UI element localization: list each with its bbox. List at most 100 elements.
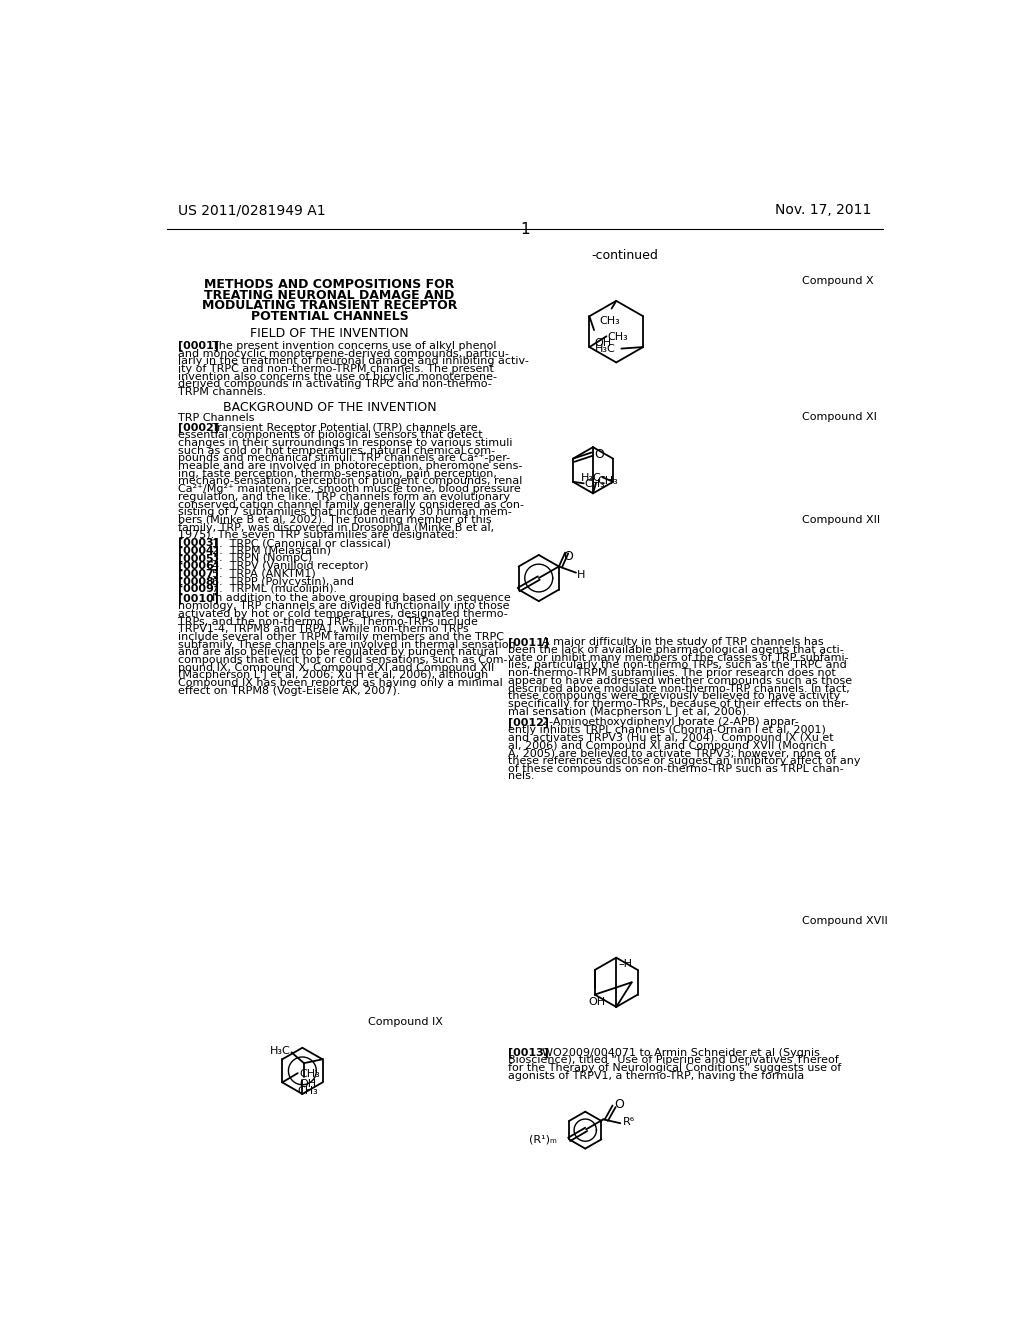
Text: CH₃: CH₃ xyxy=(607,333,628,342)
Text: [0004]: [0004] xyxy=(178,545,219,556)
Text: include several other TRPM family members and the TRPC: include several other TRPM family member… xyxy=(178,632,505,642)
Text: OH: OH xyxy=(589,997,606,1007)
Text: mechano-sensation, perception of pungent compounds, renal: mechano-sensation, perception of pungent… xyxy=(178,477,522,486)
Text: these references disclose or suggest an inhibitory affect of any: these references disclose or suggest an … xyxy=(508,756,860,766)
Text: Ca²⁺/Mg²⁺ maintenance, smooth muscle tone, blood pressure: Ca²⁺/Mg²⁺ maintenance, smooth muscle ton… xyxy=(178,484,521,494)
Text: O: O xyxy=(595,447,604,461)
Text: bers (Minke B et al, 2002). The founding member of this: bers (Minke B et al, 2002). The founding… xyxy=(178,515,492,525)
Text: FIELD OF THE INVENTION: FIELD OF THE INVENTION xyxy=(250,327,409,341)
Text: nels.: nels. xyxy=(508,771,535,781)
Text: invention also concerns the use of bicyclic monoterpene-: invention also concerns the use of bicyc… xyxy=(178,372,498,381)
Text: POTENTIAL CHANNELS: POTENTIAL CHANNELS xyxy=(251,310,409,323)
Text: derived compounds in activating TRPC and non-thermo-: derived compounds in activating TRPC and… xyxy=(178,379,493,389)
Text: activated by hot or cold temperatures, designated thermo-: activated by hot or cold temperatures, d… xyxy=(178,609,508,619)
Text: BACKGROUND OF THE INVENTION: BACKGROUND OF THE INVENTION xyxy=(222,401,436,414)
Text: ing, taste perception, thermo-sensation, pain perception,: ing, taste perception, thermo-sensation,… xyxy=(178,469,498,479)
Text: In addition to the above grouping based on sequence: In addition to the above grouping based … xyxy=(212,594,511,603)
Text: 5.  TRPA (ANKTM1): 5. TRPA (ANKTM1) xyxy=(212,569,316,578)
Text: essential components of biological sensors that detect: essential components of biological senso… xyxy=(178,430,483,440)
Text: agonists of TRPV1, a thermo-TRP, having the formula: agonists of TRPV1, a thermo-TRP, having … xyxy=(508,1071,804,1081)
Text: TREATING NEURONAL DAMAGE AND: TREATING NEURONAL DAMAGE AND xyxy=(205,289,455,301)
Text: sisting of 7 subfamilies that include nearly 30 human mem-: sisting of 7 subfamilies that include ne… xyxy=(178,507,512,517)
Text: 7.  TRPML (mucolipin).: 7. TRPML (mucolipin). xyxy=(212,585,338,594)
Text: specifically for thermo-TRPs, because of their effects on ther-: specifically for thermo-TRPs, because of… xyxy=(508,700,849,709)
Text: 4.  TRPV (Vanilloid receptor): 4. TRPV (Vanilloid receptor) xyxy=(212,561,369,572)
Text: CH₃: CH₃ xyxy=(299,1069,321,1078)
Text: US 2011/0281949 A1: US 2011/0281949 A1 xyxy=(178,203,326,216)
Text: appear to have addressed whether compounds such as those: appear to have addressed whether compoun… xyxy=(508,676,852,686)
Text: these compounds were previously believed to have activity: these compounds were previously believed… xyxy=(508,692,840,701)
Text: [0008]: [0008] xyxy=(178,577,219,587)
Text: larly in the treatment of neuronal damage and inhibiting activ-: larly in the treatment of neuronal damag… xyxy=(178,356,529,366)
Text: homology, TRP channels are divided functionally into those: homology, TRP channels are divided funct… xyxy=(178,601,510,611)
Text: conserved cation channel family generally considered as con-: conserved cation channel family generall… xyxy=(178,499,524,510)
Text: Compound XII: Compound XII xyxy=(802,515,881,525)
Text: pound IX, Compound X, Compound XI and Compound XII: pound IX, Compound X, Compound XI and Co… xyxy=(178,663,495,673)
Text: O: O xyxy=(614,1098,624,1111)
Text: vate or inhibit many members of the classes of TRP subfami-: vate or inhibit many members of the clas… xyxy=(508,653,848,663)
Text: [0011]: [0011] xyxy=(508,638,549,648)
Text: 1975). The seven TRP subfamilies are designated:: 1975). The seven TRP subfamilies are des… xyxy=(178,531,459,540)
Text: regulation, and the like. TRP channels form an evolutionary: regulation, and the like. TRP channels f… xyxy=(178,492,511,502)
Text: and activates TRPV3 (Hu et al, 2004). Compound IX (Xu et: and activates TRPV3 (Hu et al, 2004). Co… xyxy=(508,733,834,743)
Text: Compound X: Compound X xyxy=(802,276,873,286)
Text: [0007]: [0007] xyxy=(178,569,219,579)
Text: MODULATING TRANSIENT RECEPTOR: MODULATING TRANSIENT RECEPTOR xyxy=(202,300,457,313)
Text: effect on TRPM8 (Vogt-Eisele AK, 2007).: effect on TRPM8 (Vogt-Eisele AK, 2007). xyxy=(178,686,400,696)
Text: [0005]: [0005] xyxy=(178,553,219,564)
Text: METHODS AND COMPOSITIONS FOR: METHODS AND COMPOSITIONS FOR xyxy=(205,277,455,290)
Text: such as cold or hot temperatures, natural chemical com-: such as cold or hot temperatures, natura… xyxy=(178,446,496,455)
Text: TRPs, and the non-thermo TRPs. Thermo-TRPs include: TRPs, and the non-thermo TRPs. Thermo-TR… xyxy=(178,616,478,627)
Text: Compound XI: Compound XI xyxy=(802,412,878,422)
Text: 6.  TRPP (Polycystin), and: 6. TRPP (Polycystin), and xyxy=(212,577,354,586)
Text: –H: –H xyxy=(618,960,633,969)
Text: Compound IX: Compound IX xyxy=(368,1016,442,1027)
Text: OH: OH xyxy=(299,1078,316,1089)
Text: meable and are involved in photoreception, pheromone sens-: meable and are involved in photoreceptio… xyxy=(178,461,522,471)
Text: Compound XVII: Compound XVII xyxy=(802,916,888,927)
Text: TRP Channels: TRP Channels xyxy=(178,413,255,424)
Text: subfamily. These channels are involved in thermal sensation: subfamily. These channels are involved i… xyxy=(178,640,516,649)
Text: CH₃: CH₃ xyxy=(298,1086,318,1096)
Text: A major difficulty in the study of TRP channels has: A major difficulty in the study of TRP c… xyxy=(542,638,823,647)
Text: for the Therapy of Neurological Conditions” suggests use of: for the Therapy of Neurological Conditio… xyxy=(508,1063,841,1073)
Text: (Macpherson L J et al, 2006; Xu H et al, 2006), although: (Macpherson L J et al, 2006; Xu H et al,… xyxy=(178,671,488,680)
Text: A, 2005) are believed to activate TRPV3; however, none of: A, 2005) are believed to activate TRPV3;… xyxy=(508,748,835,758)
Text: [0001]: [0001] xyxy=(178,341,219,351)
Text: Transient Receptor Potential (TRP) channels are: Transient Receptor Potential (TRP) chann… xyxy=(212,422,478,433)
Text: 2.  TRPM (Melastatin): 2. TRPM (Melastatin) xyxy=(212,545,332,556)
Text: H₃C: H₃C xyxy=(581,473,601,483)
Text: [0012]: [0012] xyxy=(508,718,549,727)
Text: and are also believed to be regulated by pungent natural: and are also believed to be regulated by… xyxy=(178,647,499,657)
Text: (R¹)ₘ: (R¹)ₘ xyxy=(529,1135,557,1144)
Text: 3.  TRPN (NompC): 3. TRPN (NompC) xyxy=(212,553,312,564)
Text: ity of TRPC and non-thermo-TRPM channels. The present: ity of TRPC and non-thermo-TRPM channels… xyxy=(178,364,495,374)
Text: CH₃: CH₃ xyxy=(597,477,617,486)
Text: Compound IX has been reported as having only a minimal: Compound IX has been reported as having … xyxy=(178,678,503,688)
Text: 1.  TRPC (Canonical or classical): 1. TRPC (Canonical or classical) xyxy=(212,539,391,548)
Text: pounds and mechanical stimuli. TRP channels are Ca²⁺-per-: pounds and mechanical stimuli. TRP chann… xyxy=(178,453,511,463)
Text: O: O xyxy=(563,549,573,562)
Text: 2-Aminoethoxydiphenyl borate (2-APB) appar-: 2-Aminoethoxydiphenyl borate (2-APB) app… xyxy=(542,718,799,727)
Text: compounds that elicit hot or cold sensations, such as Com-: compounds that elicit hot or cold sensat… xyxy=(178,655,508,665)
Text: [0013]: [0013] xyxy=(508,1048,549,1059)
Text: Bioscience), titled “Use of Piperine and Derivatives Thereof: Bioscience), titled “Use of Piperine and… xyxy=(508,1056,839,1065)
Text: WO2009/004071 to Armin Schneider et al (Sygnis: WO2009/004071 to Armin Schneider et al (… xyxy=(542,1048,820,1057)
Text: TRPV1-4, TRPM8 and TRPA1, while non-thermo TRPs: TRPV1-4, TRPM8 and TRPA1, while non-ther… xyxy=(178,624,469,634)
Text: and monocyclic monoterpene-derived compounds, particu-: and monocyclic monoterpene-derived compo… xyxy=(178,348,509,359)
Text: been the lack of available pharmacological agents that acti-: been the lack of available pharmacologic… xyxy=(508,645,844,655)
Text: family, TRP, was discovered in Drosophila (Minke B et al,: family, TRP, was discovered in Drosophil… xyxy=(178,523,495,532)
Text: CH₃: CH₃ xyxy=(599,317,620,326)
Text: OH: OH xyxy=(595,338,612,347)
Text: TRPM channels.: TRPM channels. xyxy=(178,387,266,397)
Text: H₃C: H₃C xyxy=(269,1047,291,1056)
Text: ently inhibits TRPL channels (Chorna-Ornan I et al, 2001): ently inhibits TRPL channels (Chorna-Orn… xyxy=(508,725,825,735)
Text: 1: 1 xyxy=(520,222,529,236)
Text: described above modulate non-thermo-TRP channels. In fact,: described above modulate non-thermo-TRP … xyxy=(508,684,850,693)
Text: [0002]: [0002] xyxy=(178,422,219,433)
Text: changes in their surroundings in response to various stimuli: changes in their surroundings in respons… xyxy=(178,438,513,447)
Text: R⁶: R⁶ xyxy=(623,1117,635,1127)
Text: H: H xyxy=(577,570,585,579)
Text: lies, particularly the non-thermo TRPs, such as the TRPC and: lies, particularly the non-thermo TRPs, … xyxy=(508,660,847,671)
Text: mal sensation (Macpherson L J et al, 2006).: mal sensation (Macpherson L J et al, 200… xyxy=(508,706,750,717)
